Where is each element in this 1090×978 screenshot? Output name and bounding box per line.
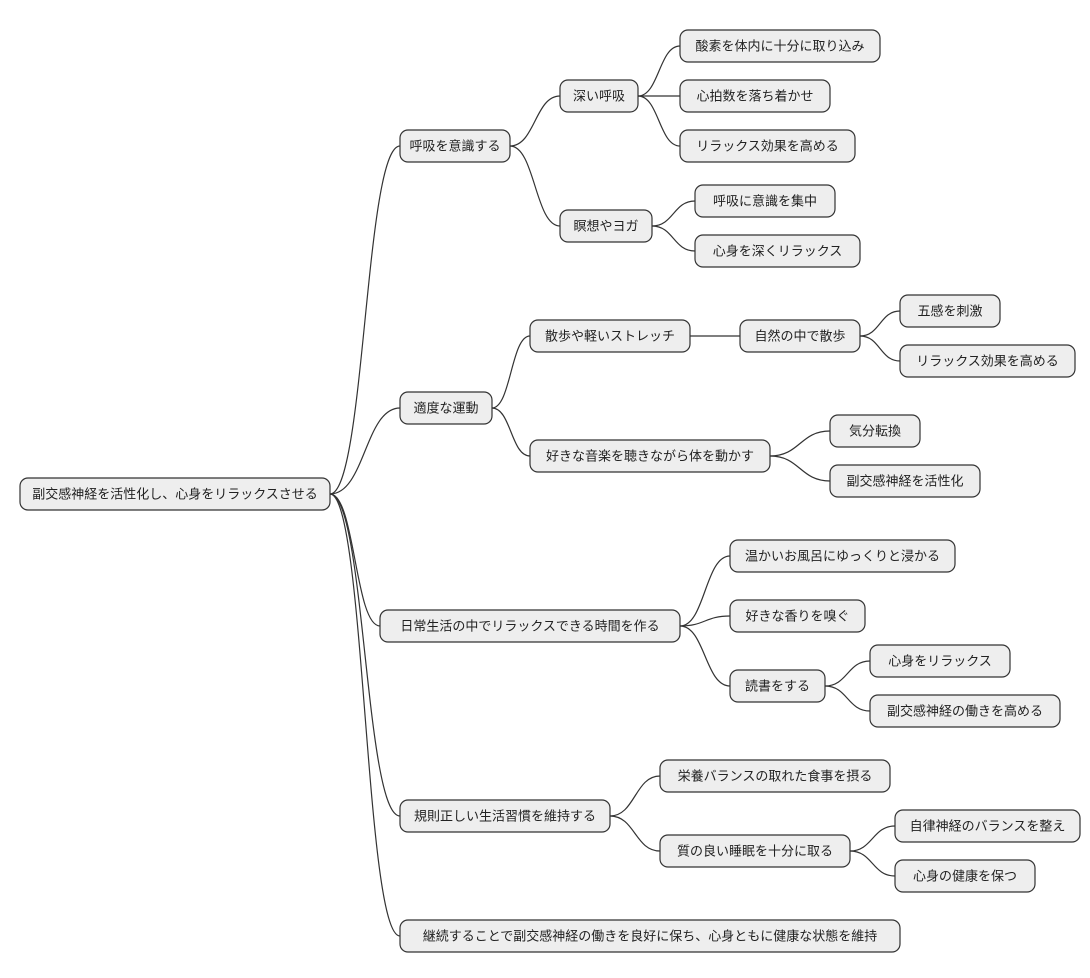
node-label: 継続することで副交感神経の働きを良好に保ち、心身ともに健康な状態を維持 bbox=[423, 928, 878, 943]
tree-node: 気分転換 bbox=[830, 415, 920, 447]
node-label: 心身の健康を保つ bbox=[913, 868, 1017, 883]
node-label: 自然の中で散歩 bbox=[754, 328, 845, 343]
node-label: 副交感神経の働きを高める bbox=[887, 703, 1043, 718]
node-label: 自律神経のバランスを整え bbox=[910, 818, 1066, 833]
edge bbox=[330, 146, 400, 494]
node-label: 心身を深くリラックス bbox=[713, 243, 843, 258]
tree-node: 質の良い睡眠を十分に取る bbox=[660, 835, 850, 867]
tree-node: 適度な運動 bbox=[400, 392, 492, 424]
edge bbox=[825, 686, 870, 711]
tree-node: 継続することで副交感神経の働きを良好に保ち、心身ともに健康な状態を維持 bbox=[400, 920, 900, 952]
edge bbox=[850, 851, 895, 876]
edge bbox=[860, 311, 900, 336]
mindmap-diagram: 副交感神経を活性化し、心身をリラックスさせる 呼吸を意識する適度な運動日常生活の中… bbox=[0, 0, 1090, 978]
tree-node: 副交感神経を活性化し、心身をリラックスさせる bbox=[20, 478, 330, 510]
tree-node: 五感を刺激 bbox=[900, 295, 1000, 327]
edge bbox=[610, 776, 660, 816]
tree-node: リラックス効果を高める bbox=[680, 130, 855, 162]
edge bbox=[610, 816, 660, 851]
edge bbox=[510, 146, 560, 226]
tree-node: 呼吸を意識する bbox=[400, 130, 510, 162]
nodes-layer: 副交感神経を活性化し、心身をリラックスさせる 呼吸を意識する適度な運動日常生活の中… bbox=[20, 30, 1080, 952]
edge bbox=[860, 336, 900, 361]
tree-node: 散歩や軽いストレッチ bbox=[530, 320, 690, 352]
tree-node: 酸素を体内に十分に取り込み bbox=[680, 30, 880, 62]
tree-node: 温かいお風呂にゆっくりと浸かる bbox=[730, 540, 955, 572]
edge bbox=[330, 494, 400, 936]
edge bbox=[680, 626, 730, 686]
node-label: 規則正しい生活習慣を維持する bbox=[414, 808, 596, 823]
node-label: 心拍数を落ち着かせ bbox=[696, 88, 813, 103]
node-label: 気分転換 bbox=[849, 423, 901, 438]
node-label: 酸素を体内に十分に取り込み bbox=[695, 38, 864, 53]
node-label: 適度な運動 bbox=[413, 400, 478, 415]
tree-node: 読書をする bbox=[730, 670, 825, 702]
node-label: 心身をリラックス bbox=[888, 653, 992, 668]
tree-node: 好きな香りを嗅ぐ bbox=[730, 600, 865, 632]
tree-node: 副交感神経の働きを高める bbox=[870, 695, 1060, 727]
tree-node: 心拍数を落ち着かせ bbox=[680, 80, 830, 112]
edge bbox=[680, 616, 730, 626]
node-label: リラックス効果を高める bbox=[696, 138, 839, 153]
edge bbox=[330, 494, 400, 816]
tree-node: 心身を深くリラックス bbox=[695, 235, 860, 267]
node-label: 瞑想やヨガ bbox=[573, 218, 638, 233]
node-label: 読書をする bbox=[745, 678, 810, 693]
tree-node: 深い呼吸 bbox=[560, 80, 638, 112]
tree-node: 栄養バランスの取れた食事を摂る bbox=[660, 760, 890, 792]
tree-node: 副交感神経を活性化 bbox=[830, 465, 980, 497]
node-label: 五感を刺激 bbox=[917, 303, 982, 318]
edge bbox=[680, 556, 730, 626]
node-label: 好きな香りを嗅ぐ bbox=[745, 608, 849, 623]
node-label: 深い呼吸 bbox=[573, 88, 625, 103]
tree-node: リラックス効果を高める bbox=[900, 345, 1075, 377]
node-label: 副交感神経を活性化 bbox=[846, 473, 963, 488]
edge bbox=[652, 226, 695, 251]
edge bbox=[638, 46, 680, 96]
edge bbox=[492, 408, 530, 456]
node-label: 栄養バランスの取れた食事を摂る bbox=[678, 768, 873, 783]
node-label: 温かいお風呂にゆっくりと浸かる bbox=[745, 548, 940, 563]
node-label: 日常生活の中でリラックスできる時間を作る bbox=[400, 618, 659, 633]
node-label: 副交感神経を活性化し、心身をリラックスさせる bbox=[32, 486, 318, 501]
edge bbox=[825, 661, 870, 686]
edge bbox=[850, 826, 895, 851]
tree-node: 心身の健康を保つ bbox=[895, 860, 1035, 892]
node-label: 呼吸に意識を集中 bbox=[713, 193, 817, 208]
tree-node: 日常生活の中でリラックスできる時間を作る bbox=[380, 610, 680, 642]
node-label: 質の良い睡眠を十分に取る bbox=[677, 843, 833, 858]
node-label: リラックス効果を高める bbox=[916, 353, 1059, 368]
edge bbox=[652, 201, 695, 226]
tree-node: 規則正しい生活習慣を維持する bbox=[400, 800, 610, 832]
edge bbox=[770, 431, 830, 456]
tree-node: 自然の中で散歩 bbox=[740, 320, 860, 352]
edge bbox=[638, 96, 680, 146]
tree-node: 好きな音楽を聴きながら体を動かす bbox=[530, 440, 770, 472]
edge bbox=[510, 96, 560, 146]
tree-node: 瞑想やヨガ bbox=[560, 210, 652, 242]
edge bbox=[492, 336, 530, 408]
tree-node: 自律神経のバランスを整え bbox=[895, 810, 1080, 842]
node-label: 呼吸を意識する bbox=[409, 138, 500, 153]
tree-node: 呼吸に意識を集中 bbox=[695, 185, 835, 217]
node-label: 散歩や軽いストレッチ bbox=[545, 328, 675, 343]
node-label: 好きな音楽を聴きながら体を動かす bbox=[546, 448, 754, 463]
tree-node: 心身をリラックス bbox=[870, 645, 1010, 677]
edge bbox=[770, 456, 830, 481]
